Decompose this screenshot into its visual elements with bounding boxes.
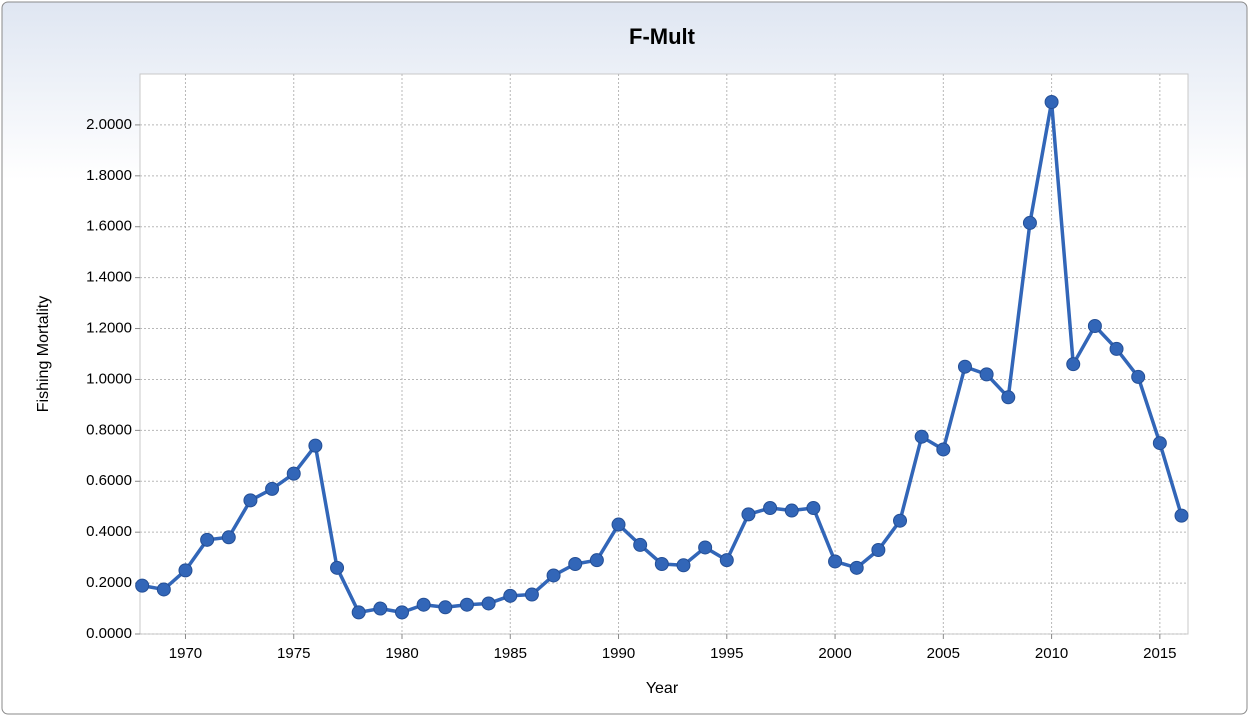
data-point <box>135 578 150 593</box>
x-tick-label: 2005 <box>927 645 960 662</box>
data-point <box>936 442 951 457</box>
data-point <box>178 563 193 578</box>
data-point <box>546 568 561 583</box>
data-point <box>351 605 366 620</box>
chart-title: F-Mult <box>629 24 696 49</box>
data-point <box>373 601 388 616</box>
data-point <box>589 553 604 568</box>
data-point <box>200 532 215 547</box>
y-tick-label: 2.0000 <box>86 116 132 133</box>
data-point <box>676 558 691 573</box>
x-tick-label: 1995 <box>710 645 743 662</box>
y-tick-label: 0.0000 <box>86 625 132 642</box>
data-point <box>395 605 409 620</box>
data-point <box>330 560 345 575</box>
y-tick-label: 0.8000 <box>86 421 132 438</box>
y-tick-label: 1.0000 <box>86 370 132 387</box>
y-tick-label: 1.4000 <box>86 269 132 286</box>
x-tick-label: 2015 <box>1143 645 1176 662</box>
data-point <box>221 530 236 545</box>
data-point <box>633 537 648 552</box>
data-point <box>1001 390 1016 405</box>
x-tick-label: 1990 <box>602 645 635 662</box>
data-point <box>156 582 171 597</box>
data-point <box>654 557 669 571</box>
data-point <box>438 600 453 615</box>
data-point <box>741 507 756 522</box>
data-point <box>568 557 583 571</box>
data-point <box>1022 215 1037 230</box>
data-point <box>828 554 843 569</box>
data-point <box>308 438 323 453</box>
data-point <box>524 587 539 602</box>
data-point <box>914 429 929 444</box>
data-point <box>957 359 972 374</box>
y-tick-label: 1.6000 <box>86 218 132 235</box>
x-tick-label: 1975 <box>277 645 310 662</box>
data-point <box>719 553 734 568</box>
data-point <box>1131 369 1146 384</box>
y-tick-label: 1.8000 <box>86 167 132 184</box>
x-axis-label: Year <box>646 680 679 697</box>
y-tick-label: 0.4000 <box>86 523 132 540</box>
data-point <box>416 597 431 612</box>
x-tick-label: 1980 <box>385 645 418 662</box>
data-point <box>243 493 258 508</box>
plot-area <box>139 73 1189 635</box>
data-point <box>979 367 994 382</box>
y-axis-label: Fishing Mortality <box>35 296 52 412</box>
data-point <box>784 503 799 518</box>
y-tick-label: 0.6000 <box>86 472 132 489</box>
y-tick-label: 0.2000 <box>86 574 132 591</box>
y-tick-label: 1.2000 <box>86 320 132 337</box>
data-point <box>893 513 908 528</box>
data-point <box>265 481 280 496</box>
x-tick-label: 1985 <box>494 645 527 662</box>
data-point <box>698 540 713 555</box>
x-tick-label: 2010 <box>1035 645 1068 662</box>
data-point <box>1174 508 1189 523</box>
data-point <box>1087 319 1102 333</box>
data-point <box>1152 436 1167 451</box>
data-point <box>763 501 778 515</box>
data-point <box>481 596 496 611</box>
x-tick-label: 2000 <box>818 645 851 662</box>
data-point <box>286 466 301 481</box>
data-point <box>503 588 518 603</box>
data-point <box>1109 341 1124 356</box>
data-point <box>871 543 886 557</box>
data-point <box>849 560 864 575</box>
data-point <box>611 517 626 532</box>
data-point <box>459 597 474 612</box>
data-point <box>806 501 821 515</box>
data-point <box>1066 357 1081 372</box>
data-point <box>1044 95 1059 109</box>
x-tick-label: 1970 <box>169 645 202 662</box>
